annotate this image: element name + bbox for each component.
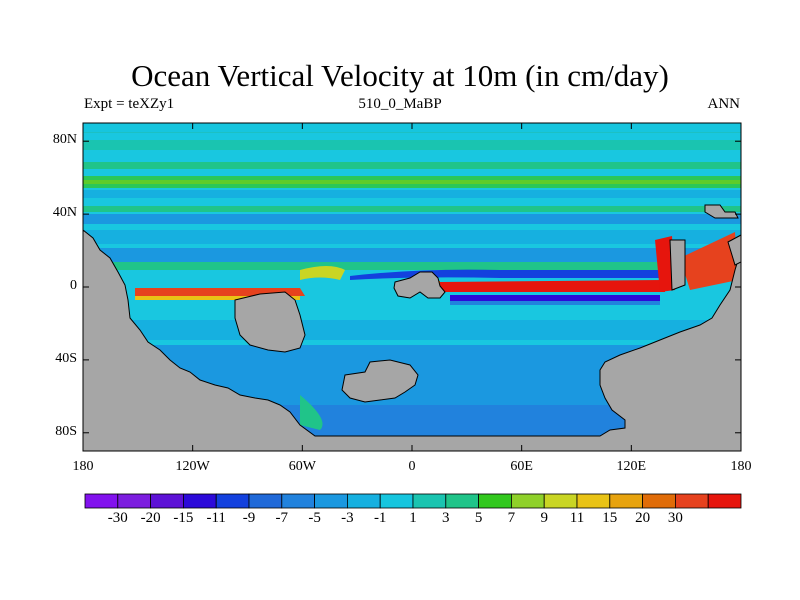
eastern-coastal-band <box>680 232 738 290</box>
period-label: 510_0_MaBP <box>358 96 442 112</box>
field-band <box>83 248 741 262</box>
colorbar-swatch <box>510 493 545 509</box>
land-mass-south-central <box>341 359 419 403</box>
field-band <box>83 190 741 198</box>
colorbar-label: -5 <box>308 510 321 526</box>
colorbar-label: -15 <box>173 510 194 526</box>
y-tick-label: 40N <box>52 205 77 221</box>
x-tick-label: 180 <box>72 459 94 474</box>
colorbar-swatch <box>215 493 250 509</box>
land-layer <box>83 204 741 451</box>
x-tick-label: 180 <box>730 459 752 474</box>
land-mass-northeast-small <box>704 204 739 219</box>
colorbar-swatch <box>642 493 676 509</box>
colorbar-label: -3 <box>341 510 354 526</box>
land-mass-eastern-coast <box>727 234 741 266</box>
land-mass-northeast <box>669 239 686 291</box>
colorbar-swatch <box>707 493 742 509</box>
field-band <box>83 214 741 224</box>
colorbar-swatch <box>445 493 479 509</box>
colorbar-swatch <box>609 493 643 509</box>
colorbar-swatch <box>675 493 709 509</box>
colorbar-label: 3 <box>442 510 450 526</box>
colorbar-label: 5 <box>474 510 483 526</box>
colorbar-label: 7 <box>507 510 516 526</box>
colorbar-swatch <box>576 493 611 509</box>
equatorial-band-edge <box>450 301 660 305</box>
y-tick-label: 80S <box>55 423 77 439</box>
colorbar <box>84 493 742 509</box>
field-band <box>83 230 741 244</box>
colorbar-label: 30 <box>667 510 683 526</box>
field-band <box>83 262 741 270</box>
colorbar-label: -11 <box>206 510 226 526</box>
colorbar-swatch <box>117 493 152 509</box>
land-mass-west <box>83 229 741 451</box>
colorbar-label: 1 <box>409 510 417 526</box>
colorbar-swatch <box>379 493 414 509</box>
southern-coastal-band <box>300 395 323 430</box>
colorbar-swatch <box>281 493 315 509</box>
y-tick-label: 80N <box>52 132 77 148</box>
equatorial-downwelling-south <box>450 295 660 301</box>
experiment-label: Expt = teXZy1 <box>84 96 175 112</box>
colorbar-swatch <box>84 493 119 509</box>
colorbar-swatch <box>412 493 447 509</box>
colorbar-swatch <box>248 493 283 509</box>
colorbar-swatch <box>346 493 381 509</box>
colorbar-swatch <box>478 493 512 509</box>
y-tick-label: 40S <box>55 350 77 366</box>
colorbar-label: 15 <box>602 510 618 526</box>
land-mass-equatorial <box>393 271 446 299</box>
colorbar-swatch <box>314 493 348 509</box>
land-mass-island <box>234 291 306 353</box>
axis-ticks <box>82 123 742 451</box>
colorbar-label: -1 <box>373 510 387 526</box>
field-band <box>83 206 741 212</box>
colorbar-label: 20 <box>635 510 651 526</box>
season-label: ANN <box>707 96 741 112</box>
colorbar-swatch <box>543 493 578 509</box>
coastal-band <box>300 266 345 280</box>
colorbar-label: -20 <box>140 510 161 526</box>
field-band <box>83 180 741 184</box>
field-band <box>83 162 741 169</box>
colorbar-label: 11 <box>569 510 585 526</box>
colorbar-label: 9 <box>540 510 548 526</box>
x-tick-label: 120W <box>175 459 210 474</box>
x-tick-label: 120E <box>616 459 647 474</box>
colorbar-label: -9 <box>242 510 256 526</box>
chart-title: Ocean Vertical Velocity at 10m (in cm/da… <box>131 58 669 93</box>
x-tick-label: 60E <box>510 459 533 474</box>
colorbar-swatch <box>150 493 184 509</box>
colorbar-swatch <box>182 493 217 509</box>
equatorial-upwelling-band <box>440 280 665 292</box>
y-tick-label: 0 <box>70 278 77 293</box>
colorbar-label: -30 <box>107 510 128 526</box>
field-band <box>83 320 741 340</box>
field-band <box>83 140 741 150</box>
x-tick-label: 60W <box>288 459 316 474</box>
x-tick-label: 0 <box>408 459 416 474</box>
colorbar-label: -7 <box>275 510 289 526</box>
